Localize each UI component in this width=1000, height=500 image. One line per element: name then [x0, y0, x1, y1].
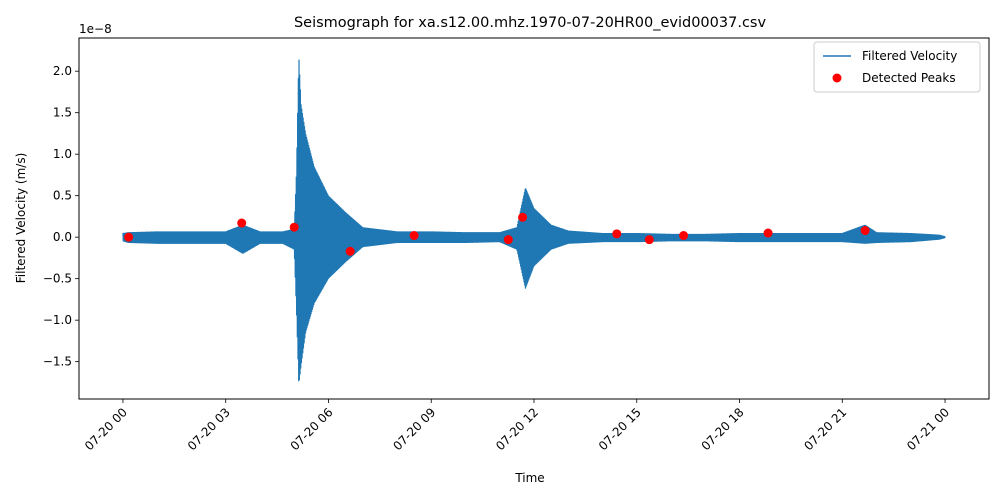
y-tick-label: 0.5 [53, 189, 72, 203]
detected-peak-point [345, 246, 355, 256]
legend-label-detected-peaks: Detected Peaks [862, 71, 956, 85]
y-tick-label: −1.0 [43, 313, 72, 327]
x-tick-label: 07-20 18 [699, 405, 747, 453]
y-offset-label: 1e−8 [79, 22, 112, 36]
detected-peak-point [289, 222, 299, 232]
y-tick-label: −1.5 [43, 355, 72, 369]
legend-peak-swatch [832, 73, 842, 83]
y-tick-label: 2.0 [53, 64, 72, 78]
y-tick-label: −0.5 [43, 272, 72, 286]
detected-peak-point [763, 228, 773, 238]
detected-peak-point [409, 231, 419, 241]
x-tick-label: 07-20 03 [185, 405, 233, 453]
x-tick-label: 07-20 00 [82, 405, 130, 453]
x-tick-label: 07-20 06 [288, 405, 336, 453]
y-tick-label: 1.5 [53, 106, 72, 120]
detected-peak-point [518, 212, 528, 222]
detected-peak-point [237, 218, 247, 228]
x-tick-label: 07-20 12 [493, 405, 541, 453]
plot-area [122, 59, 946, 382]
x-tick-label: 07-20 15 [596, 405, 644, 453]
detected-peak-point [644, 235, 654, 245]
y-tick-label: 0.0 [53, 230, 72, 244]
legend-label-filtered-velocity: Filtered Velocity [862, 49, 957, 63]
x-axis: 07-20 00 07-20 03 07-20 06 07-20 09 07-20 12… [82, 399, 952, 453]
x-tick-label: 07-20 21 [801, 405, 849, 453]
legend-box [813, 41, 981, 93]
y-tick-label: 1.0 [53, 147, 72, 161]
detected-peak-point [612, 229, 622, 239]
detected-peak-point [124, 232, 134, 242]
detected-peak-point [679, 231, 689, 241]
y-axis: −1.5 −1.0 −0.5 0.0 0.5 1.0 1.5 2.0 [43, 64, 79, 369]
detected-peak-point [503, 235, 513, 245]
filtered-velocity-line [122, 59, 946, 382]
y-axis-title: Filtered Velocity (m/s) [14, 153, 28, 284]
x-tick-label: 07-21 00 [904, 405, 952, 453]
x-tick-label: 07-20 09 [390, 405, 438, 453]
x-axis-title: Time [514, 471, 544, 485]
chart-title: Seismograph for xa.s12.00.mhz.1970-07-20… [294, 15, 767, 31]
legend: Filtered Velocity Detected Peaks [813, 41, 981, 93]
detected-peak-point [860, 226, 870, 236]
